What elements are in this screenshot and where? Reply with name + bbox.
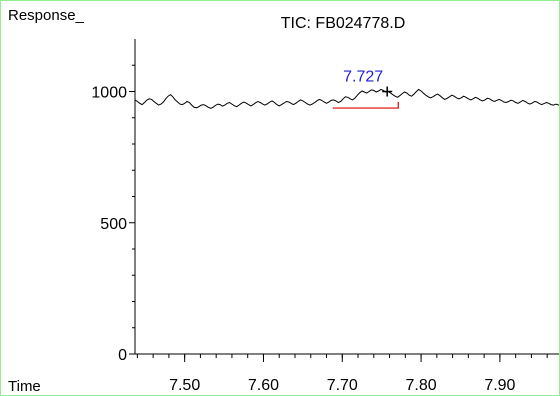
x-tick-label: 7.50 bbox=[169, 377, 200, 394]
chart-title: TIC: FB024778.D bbox=[281, 15, 406, 32]
y-ticks: 0 500 1000 bbox=[91, 64, 135, 364]
tic-trace-line bbox=[134, 88, 559, 109]
axes bbox=[134, 39, 559, 355]
x-tick-label: 7.90 bbox=[484, 377, 515, 394]
y-axis-label: Response_ bbox=[8, 7, 85, 24]
x-tick-label: 7.80 bbox=[406, 377, 437, 394]
y-tick-label: 1000 bbox=[91, 85, 127, 102]
x-axis-label: Time bbox=[8, 378, 41, 395]
peak-baseline bbox=[332, 102, 399, 109]
x-tick-label: 7.70 bbox=[327, 377, 358, 394]
x-ticks: 7.50 7.60 7.70 7.80 7.90 bbox=[136, 354, 548, 394]
y-tick-label: 0 bbox=[118, 347, 127, 364]
peak-annotation: 7.727 bbox=[332, 69, 399, 109]
x-tick-label: 7.60 bbox=[248, 377, 279, 394]
y-tick-label: 500 bbox=[100, 216, 127, 233]
peak-label: 7.727 bbox=[343, 69, 383, 86]
